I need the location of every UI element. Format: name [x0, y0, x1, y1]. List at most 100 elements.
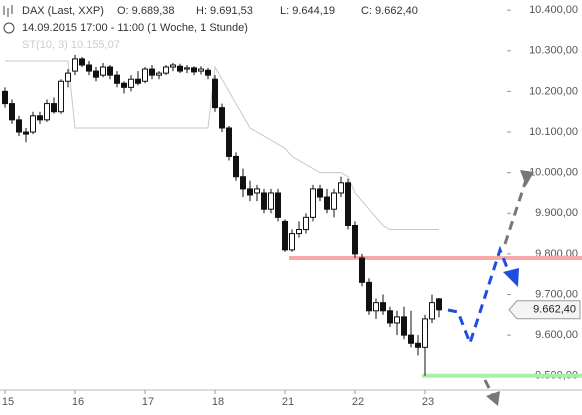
candle-body — [317, 188, 323, 198]
candle-body — [156, 72, 162, 76]
candle-body — [128, 78, 134, 88]
gray-down-arrow — [483, 379, 495, 397]
x-tick-label: 15 — [2, 396, 14, 408]
candle-body — [72, 58, 78, 72]
indicator-line — [5, 60, 439, 231]
candle-body — [142, 68, 148, 82]
chart-title: DAX (Last, XXP) — [22, 5, 104, 17]
candle-body — [366, 281, 372, 312]
ohlc-high: H: 9.691,53 — [196, 5, 253, 17]
candle-body — [170, 64, 176, 68]
candle-body — [429, 302, 435, 320]
candle-body — [373, 302, 379, 312]
candle-body — [303, 216, 309, 231]
gray-up-arrow — [503, 179, 528, 245]
arrowhead — [486, 391, 500, 406]
candle-body — [37, 115, 43, 121]
candle-body — [380, 302, 386, 312]
candle-body — [282, 220, 288, 251]
candle-body — [93, 70, 99, 78]
y-tick-label: 10.200,00 — [529, 85, 578, 97]
candle-body — [296, 229, 302, 235]
candle-body — [394, 316, 400, 324]
candle-body — [149, 68, 155, 76]
header: DAX (Last, XXP) O: 9.689,38 H: 9.691,53 … — [3, 5, 418, 51]
candle-body — [177, 65, 183, 72]
candle-body — [2, 90, 8, 105]
candle-body — [240, 176, 246, 190]
last-price-label: 9.662,40 — [533, 304, 576, 316]
y-tick-label: 10.000,00 — [529, 167, 578, 179]
candle-body — [289, 233, 295, 251]
candle-body — [310, 188, 316, 218]
y-tick-label: 10.400,00 — [529, 4, 578, 16]
candle-body — [247, 188, 253, 196]
y-tick-label: 9.700,00 — [535, 288, 578, 300]
candle-body — [331, 192, 337, 210]
x-tick-label: 18 — [212, 396, 224, 408]
ohlc-low: L: 9.644,19 — [280, 5, 335, 17]
x-tick-label: 17 — [142, 396, 154, 408]
y-tick-label: 9.900,00 — [535, 207, 578, 219]
candle-body — [212, 78, 218, 109]
candle-body — [219, 107, 225, 129]
x-tick-label: 22 — [352, 396, 364, 408]
candle-body — [338, 182, 344, 194]
candle-body — [191, 67, 197, 73]
indicator-label: ST(10, 3) 10.155,07 — [22, 39, 120, 51]
ohlc-open: O: 9.689,38 — [117, 5, 175, 17]
candle-body — [436, 298, 442, 311]
y-tick-label: 9.600,00 — [535, 329, 578, 341]
candle-body — [184, 67, 190, 70]
candle-body — [261, 192, 267, 210]
candle-body — [23, 131, 29, 135]
candle-body — [58, 80, 64, 113]
candle-body — [100, 66, 106, 76]
chart-icon — [3, 5, 13, 17]
ohlc-close: C: 9.662,40 — [361, 5, 418, 17]
plot: 10.400,00 10.300,00 10.200,00 10.100,00 10.0… — [0, 4, 582, 408]
candle-body — [401, 316, 407, 336]
candle-body — [205, 69, 211, 76]
arrowhead — [503, 268, 519, 287]
candle-body — [51, 103, 57, 113]
candle-body — [226, 127, 232, 157]
candle-body — [359, 257, 365, 283]
candle-body — [114, 74, 120, 84]
candle-body — [422, 318, 428, 348]
candle-body — [135, 78, 141, 84]
candle-body — [408, 334, 414, 344]
candle-body — [352, 224, 358, 255]
candle-body — [415, 342, 421, 348]
x-tick-label: 23 — [422, 396, 434, 408]
candle-body — [233, 155, 239, 178]
y-tick-label: 10.100,00 — [529, 126, 578, 138]
candle-body — [345, 182, 351, 226]
candle-body — [121, 82, 127, 88]
candle-body — [30, 115, 36, 133]
candle-body — [198, 68, 204, 72]
y-tick-label: 10.300,00 — [529, 45, 578, 57]
candle-body — [275, 192, 281, 218]
clock-icon — [3, 22, 15, 34]
candle-body — [16, 119, 22, 133]
subtitle: 14.09.2015 17:00 - 11:00 (1 Woche, 1 Stu… — [22, 22, 248, 34]
x-tick-label: 21 — [282, 396, 294, 408]
blue-arrow — [447, 245, 512, 348]
candle-body — [163, 66, 169, 74]
x-tick-label: 16 — [72, 396, 84, 408]
forecast-arrows — [447, 170, 534, 406]
arrowhead — [520, 170, 534, 186]
candle-body — [9, 103, 15, 121]
candle-body — [268, 192, 274, 210]
candle-body — [65, 72, 71, 82]
candle-body — [324, 196, 330, 210]
candle-body — [387, 310, 393, 324]
candle-body — [79, 58, 85, 66]
candle-body — [107, 66, 113, 76]
candle-body — [44, 103, 50, 121]
candle-body — [254, 188, 260, 194]
last-price-box — [508, 300, 581, 320]
candle-body — [86, 64, 92, 72]
